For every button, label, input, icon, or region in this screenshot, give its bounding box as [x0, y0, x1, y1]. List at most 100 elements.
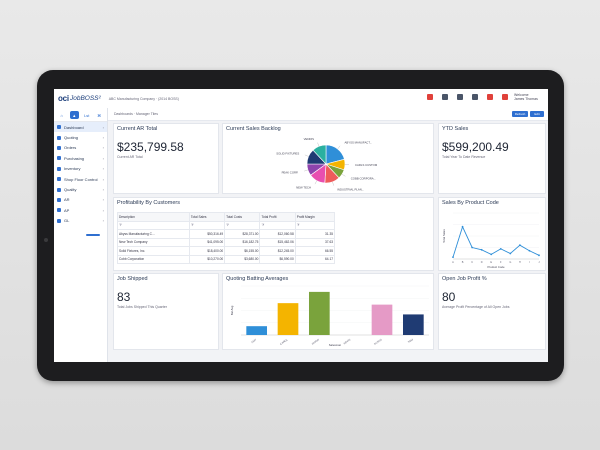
sidebar-item-label: Shop Floor Control	[64, 176, 98, 182]
sidebar-item-label: Quoting	[64, 135, 79, 141]
data-point[interactable]	[480, 248, 483, 251]
refresh-button[interactable]: Refresh	[512, 110, 528, 117]
sidebar-item-shop-floor-control[interactable]: Shop Floor Control ›	[54, 174, 107, 184]
chevron-right-icon: ›	[102, 187, 104, 193]
filter-icon[interactable]: ⧩	[117, 220, 190, 230]
card-profitability[interactable]: Profitability By Customers Description To…	[113, 197, 434, 271]
sidebar-tabs: ⌂ ▲ Lst ⌘	[54, 108, 107, 122]
sidebar-item-purchasing[interactable]: Purchasing ›	[54, 153, 107, 163]
chevron-right-icon: ›	[102, 207, 104, 213]
modules-tab[interactable]: ▲	[69, 111, 79, 119]
people-icon[interactable]	[457, 94, 463, 100]
table-row[interactable]: Abyss Manufacturing C... $50,316.49 $28,37…	[117, 229, 336, 239]
sidebar-item-gl[interactable]: GL ›	[54, 216, 107, 226]
card-ytd-sales[interactable]: YTD Sales $599,200.49 Total Year To Date…	[438, 123, 546, 194]
data-point[interactable]	[471, 246, 474, 249]
app-logo[interactable]: oci	[58, 94, 69, 103]
card-open-job-profit[interactable]: Open Job Profit % 80 Average Profit Perc…	[438, 273, 546, 350]
column-header[interactable]: Total Profit	[259, 212, 296, 222]
chevron-right-icon: ›	[102, 145, 104, 151]
table-row[interactable]: Cobb Corporation $10,270.00 $3,680.00 $6,59…	[117, 254, 336, 264]
breadcrumb[interactable]: Dashboards · Manager Tiles	[114, 111, 158, 116]
help-icon[interactable]	[502, 94, 508, 100]
bar[interactable]	[277, 303, 299, 335]
filter-icon[interactable]: ⧩	[188, 220, 226, 230]
backlog-pie-chart: ABYSS MANUFACT... CARLS CUSTOM COBB CORPOR…	[276, 137, 378, 192]
pie-leader-line	[304, 154, 309, 157]
module-icon	[57, 156, 61, 161]
sidebar-item-inventory[interactable]: Inventory ›	[54, 164, 107, 174]
sidebar-item-ap[interactable]: AP ›	[54, 205, 107, 215]
breadcrumb-bar: Dashboards · Manager Tiles Refresh Edit	[108, 108, 548, 121]
pie-leader-line	[304, 169, 308, 172]
table-cell: $6,155.00	[224, 246, 261, 256]
table-row[interactable]: New Tech Company $41,095.00 $16,182.75 $15,…	[117, 237, 336, 247]
filter-icon[interactable]: ⧩	[224, 220, 261, 230]
alert-icon[interactable]	[427, 94, 433, 100]
filter-icon[interactable]: ⧩	[294, 220, 336, 230]
sidebar-scrollbar[interactable]	[86, 234, 100, 236]
table-row[interactable]: Solid Fixtures, Inc. $18,400.00 $6,155.00 $…	[117, 246, 336, 256]
card-sales-product[interactable]: Sales By Product Code A B C D E F G H I J Product …	[438, 197, 546, 271]
sidebar-item-orders[interactable]: Orders ›	[54, 143, 107, 153]
home-tab[interactable]: ⌂	[60, 112, 63, 118]
sidebar: ⌂ ▲ Lst ⌘ Dashboard › Quoting › Orders › Purch…	[54, 108, 108, 362]
sidebar-item-label: Purchasing	[64, 155, 85, 161]
x-tick-label: E	[490, 261, 492, 264]
card-job-shipped[interactable]: Job Shipped 83 Total Jobs Shipped This Q…	[113, 273, 219, 350]
top-bar: oci JobBOSS² ABC Manufacturing Company ·…	[54, 89, 548, 109]
card-title: Profitability By Customers	[117, 200, 180, 206]
card-title: Current Sales Backlog	[226, 126, 281, 132]
filter-icon[interactable]: ⧩	[259, 220, 296, 230]
app-screen: oci JobBOSS² ABC Manufacturing Company ·…	[54, 89, 548, 362]
data-point[interactable]	[452, 256, 454, 259]
sidebar-item-label: Quality	[64, 187, 77, 193]
data-point[interactable]	[509, 252, 512, 255]
card-sales-backlog[interactable]: Current Sales Backlog ABYSS MANUFACT... C…	[222, 123, 434, 194]
table-cell: $41,095.00	[188, 237, 226, 247]
sidebar-item-quoting[interactable]: Quoting ›	[54, 132, 107, 142]
open-job-profit-caption: Average Profit Percentage of All Open Jo…	[442, 305, 510, 309]
data-point[interactable]	[461, 225, 464, 228]
column-header[interactable]: Profit Margin	[294, 212, 336, 222]
x-tick-label: AMY	[250, 337, 257, 344]
table-cell: $50,316.49	[188, 229, 226, 239]
monitor-icon[interactable]	[442, 94, 448, 100]
user-menu[interactable]: Welcome James Thomas	[514, 93, 544, 101]
table-cell: $15,462.06	[259, 237, 296, 247]
column-header[interactable]: Description	[117, 212, 190, 222]
card-current-ar[interactable]: Current AR Total $235,799.58 Current AR …	[113, 123, 219, 194]
data-point[interactable]	[538, 254, 540, 257]
bar[interactable]	[371, 304, 393, 335]
data-point[interactable]	[499, 247, 502, 250]
data-point[interactable]	[528, 249, 531, 252]
column-header[interactable]: Total Sales	[188, 212, 226, 222]
module-icon	[57, 208, 61, 213]
user-name: James Thomas	[514, 97, 538, 102]
table-header-row: Description Total Sales Total Costs Total P…	[117, 212, 336, 222]
card-quoting[interactable]: Quoting Batting Averages AMY CAROL JASON KE…	[222, 273, 434, 350]
module-icon	[57, 197, 61, 202]
shortcuts-tab[interactable]: ⌘	[97, 112, 102, 118]
module-icon	[57, 125, 61, 130]
bar[interactable]	[308, 291, 330, 335]
column-header[interactable]: Total Costs	[224, 212, 261, 222]
sidebar-item-ar[interactable]: AR ›	[54, 195, 107, 205]
sidebar-item-label: AR	[64, 197, 70, 203]
edit-button[interactable]: Edit	[530, 110, 544, 117]
x-tick-label: G	[509, 261, 511, 264]
data-point[interactable]	[490, 253, 493, 256]
grid-icon[interactable]	[472, 94, 478, 100]
chat-icon[interactable]	[487, 94, 493, 100]
sidebar-item-label: Inventory	[64, 166, 81, 172]
module-icon	[57, 187, 61, 192]
top-icons	[427, 94, 508, 100]
list-tab[interactable]: Lst	[84, 112, 90, 118]
bar[interactable]	[402, 314, 424, 335]
bar[interactable]	[246, 326, 268, 335]
data-point[interactable]	[518, 244, 521, 247]
table-cell: Solid Fixtures, Inc.	[117, 246, 190, 256]
sidebar-item-dashboard[interactable]: Dashboard ›	[54, 122, 107, 133]
sidebar-item-quality[interactable]: Quality ›	[54, 184, 107, 194]
table-cell: $12,245.00	[259, 246, 296, 256]
